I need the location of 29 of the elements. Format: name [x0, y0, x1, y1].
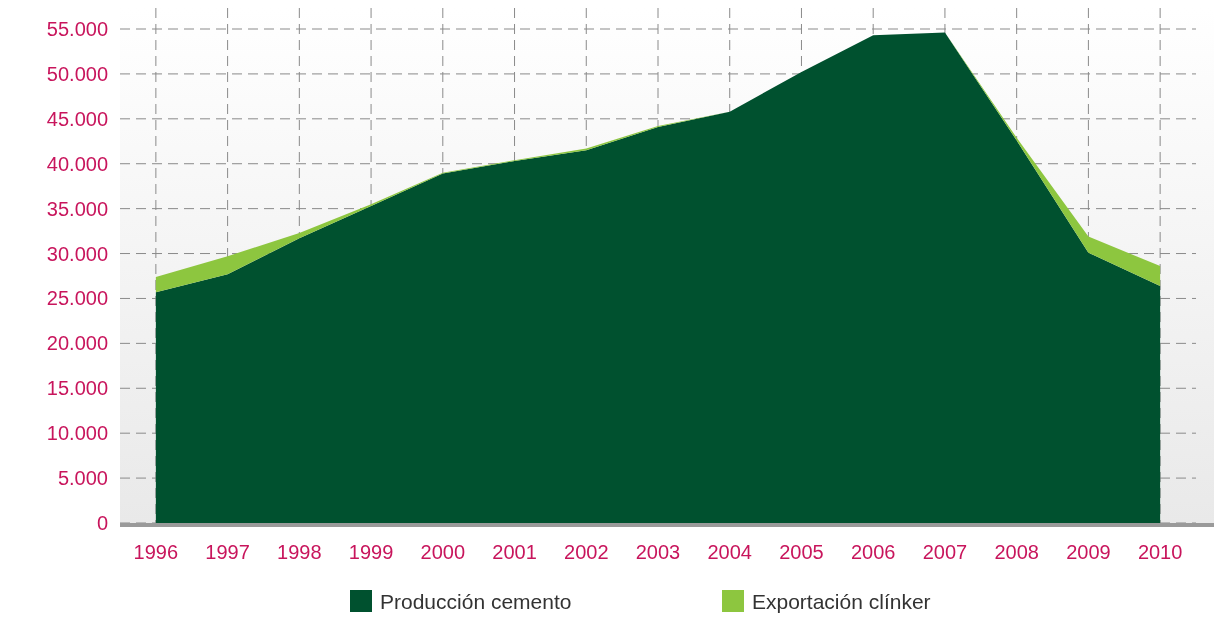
- y-tick-label: 40.000: [46, 152, 108, 175]
- y-tick-label: 50.000: [46, 62, 108, 85]
- y-tick-label: 45.000: [46, 107, 108, 130]
- x-tick-label: 2004: [707, 541, 752, 563]
- legend-label: Producción cemento: [380, 590, 572, 614]
- y-tick-label: 0: [96, 512, 108, 534]
- x-tick-label: 2006: [850, 541, 896, 563]
- y-tick-label: 30.000: [46, 242, 108, 265]
- x-tick-label: 2000: [420, 541, 466, 563]
- x-tick-label: 2001: [492, 541, 537, 563]
- x-tick-label: 1996: [133, 541, 179, 563]
- y-tick-label: 5.000: [57, 467, 108, 490]
- y-tick-label: 25.000: [46, 287, 108, 310]
- y-tick-label: 15.000: [46, 377, 108, 400]
- x-tick-label: 1998: [277, 541, 322, 563]
- legend-label: Exportación clínker: [752, 590, 931, 614]
- x-tick-label: 2009: [1066, 541, 1111, 563]
- y-tick-label: 35.000: [46, 197, 108, 220]
- x-tick-label: 2005: [779, 541, 824, 563]
- x-tick-label: 2003: [635, 541, 681, 563]
- y-tick-label: 10.000: [46, 422, 108, 445]
- x-tick-label: 2008: [994, 541, 1039, 563]
- x-tick-label: 1999: [348, 541, 394, 563]
- x-tick-label: 2007: [922, 541, 968, 563]
- y-tick-label: 20.000: [46, 332, 108, 355]
- x-tick-label: 2010: [1137, 541, 1183, 563]
- y-tick-label: 55.000: [46, 18, 108, 40]
- x-tick-label: 1997: [205, 541, 250, 563]
- x-tick-label: 2002: [564, 541, 609, 563]
